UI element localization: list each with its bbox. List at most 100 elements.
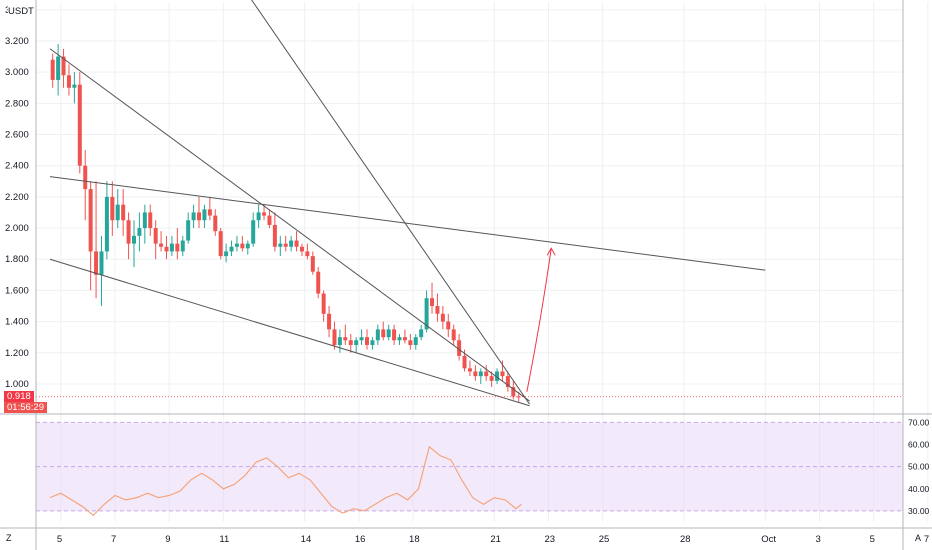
rsi-series-line [49, 445, 522, 517]
time-tick-label: 21 [490, 534, 501, 545]
rsi-tick-label: 70.00 [908, 417, 930, 427]
candle-body [278, 243, 283, 247]
rsi-tick-label: 30.00 [908, 506, 930, 516]
trendlines [36, 0, 903, 407]
timezone-corner-label[interactable]: Z [6, 533, 12, 543]
time-tick-label: Oct [761, 534, 776, 545]
candle-body [500, 371, 505, 377]
trendline [251, 0, 530, 405]
candle-body [213, 215, 218, 232]
rsi-tick-label: 50.00 [908, 462, 930, 472]
candle-body [99, 251, 104, 275]
candle-body [77, 84, 82, 166]
candle-body [462, 355, 467, 369]
candle-body [327, 313, 332, 330]
candle-body [451, 329, 456, 341]
time-tick-label: 7 [924, 534, 929, 545]
candle-body [224, 251, 229, 257]
price-tick-label: 1.000 [5, 379, 29, 390]
time-tick-label: 9 [165, 534, 170, 545]
candle-body [218, 231, 223, 257]
candle-body [413, 337, 418, 345]
candle-body [402, 337, 407, 341]
candle-body [467, 368, 472, 372]
candle-body [310, 256, 315, 272]
candle-body [381, 329, 386, 338]
candle-body [397, 337, 402, 341]
candle-body [202, 209, 207, 221]
projection-arrow [526, 248, 552, 392]
price-tick-label: 2.800 [5, 98, 29, 109]
candle-body [299, 246, 304, 252]
candle-body [489, 376, 494, 381]
candle-body [283, 243, 288, 247]
time-tick-label: 16 [355, 534, 366, 545]
candle-body [446, 321, 451, 330]
price-tick-label: 2.600 [5, 130, 29, 141]
candle-body [180, 240, 185, 252]
candles [50, 44, 521, 403]
candle-body [375, 329, 380, 341]
candle-body [321, 293, 326, 314]
time-tick-label: 3 [815, 534, 820, 545]
candle-body [164, 246, 169, 252]
candle-body [419, 329, 424, 338]
candle-body [262, 212, 267, 216]
price-tick-label: 2.400 [5, 161, 29, 172]
time-tick-label: 18 [409, 534, 420, 545]
candle-body [424, 298, 429, 330]
time-tick-label: 14 [301, 534, 312, 545]
candle-body [267, 215, 272, 225]
candle-body [207, 209, 212, 216]
candle-body [50, 59, 55, 80]
candle-body [169, 243, 174, 252]
candle-body [386, 329, 391, 338]
candle-body [408, 340, 413, 345]
candle-body [88, 189, 93, 252]
rsi-line [49, 445, 522, 517]
candle-body [484, 371, 489, 377]
time-tick-label: 5 [870, 534, 875, 545]
price-tick-label: 1.400 [5, 317, 29, 328]
auto-scale-button[interactable]: A [915, 533, 922, 543]
candle-body [72, 84, 77, 88]
candle-body [435, 305, 440, 314]
candle-body [131, 235, 136, 244]
candle-body [191, 212, 196, 221]
trendline [49, 258, 530, 407]
time-tick-label: 5 [57, 534, 62, 545]
candle-body [94, 251, 99, 275]
trendline [49, 176, 766, 271]
price-tick-label: 2.200 [5, 192, 29, 203]
projection-arrowhead [546, 247, 556, 256]
candle-body [56, 56, 61, 80]
candle-body [348, 340, 353, 345]
price-tick-label: 1.200 [5, 348, 29, 359]
candle-body [332, 329, 337, 345]
candle-body [240, 243, 245, 249]
candle-body [61, 56, 66, 76]
currency-label: USDT [8, 6, 34, 17]
candle-body [153, 228, 158, 244]
candle-body [457, 340, 462, 356]
candle-body [516, 396, 521, 398]
time-tick-label: 28 [680, 534, 691, 545]
candle-body [364, 337, 369, 345]
candle-body [104, 196, 109, 252]
candle-body [251, 220, 256, 244]
candle-body [354, 340, 359, 345]
candle-body [294, 240, 299, 247]
candle-body [305, 251, 310, 257]
candle-body [197, 212, 202, 221]
candle-body [511, 387, 516, 397]
candle-body [370, 340, 375, 345]
price-tick-label: 3.200 [5, 36, 29, 47]
time-tick-label: 23 [545, 534, 556, 545]
candle-body [110, 196, 115, 221]
last-price-badge: 0.918 [4, 390, 34, 402]
rsi-tick-label: 40.00 [908, 484, 930, 494]
price-tick-label: 1.600 [5, 285, 29, 296]
price-tick-label: 1.800 [5, 254, 29, 265]
candle-body [392, 329, 397, 341]
